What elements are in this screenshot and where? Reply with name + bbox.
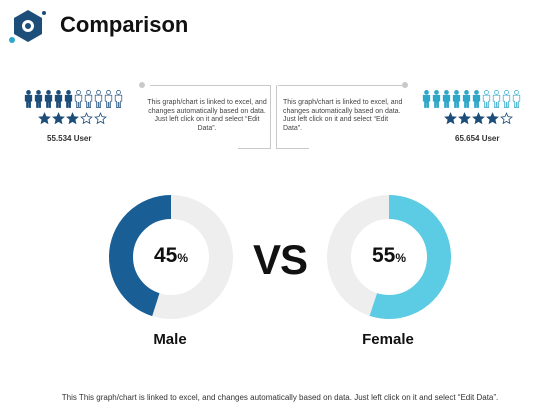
- person-icon: [94, 90, 103, 108]
- divider-line-right: [278, 85, 408, 86]
- female-note-text: This graph/chart is linked to excel, and…: [283, 99, 403, 132]
- person-icon: [452, 90, 461, 108]
- divider-line-left: [150, 85, 270, 86]
- male-donut-arc: [109, 195, 233, 319]
- person-icon: [492, 90, 501, 108]
- star-filled-icon: [52, 112, 65, 125]
- female-percent-sign: %: [395, 251, 407, 265]
- male-percent-sign: %: [177, 251, 189, 265]
- male-percent: 45%: [136, 244, 206, 268]
- star-empty-icon: [500, 112, 513, 125]
- male-rating-stars: [38, 112, 107, 125]
- male-user-count: 55.534 User: [47, 134, 92, 143]
- person-icon: [422, 90, 431, 108]
- connector-dot-left: [139, 82, 145, 88]
- person-icon: [84, 90, 93, 108]
- male-percent-number: 45: [153, 244, 178, 267]
- star-filled-icon: [66, 112, 79, 125]
- vs-label: VS: [253, 236, 308, 283]
- female-rating-stars: [444, 112, 513, 125]
- person-icon: [54, 90, 63, 108]
- person-icon: [44, 90, 53, 108]
- male-donut: [109, 195, 233, 319]
- star-filled-icon: [458, 112, 471, 125]
- person-icon: [472, 90, 481, 108]
- female-people-row: [422, 90, 521, 108]
- hexagon-logo-icon: [6, 8, 50, 46]
- person-icon: [24, 90, 33, 108]
- female-user-count: 65.654 User: [455, 134, 500, 143]
- star-filled-icon: [486, 112, 499, 125]
- divider-bottom-left: [238, 148, 270, 149]
- connector-dot-right: [402, 82, 408, 88]
- footer-note: This This graph/chart is linked to excel…: [61, 393, 499, 402]
- person-icon: [462, 90, 471, 108]
- person-icon: [502, 90, 511, 108]
- male-label: Male: [153, 331, 187, 348]
- person-icon: [114, 90, 123, 108]
- star-empty-icon: [94, 112, 107, 125]
- person-icon: [74, 90, 83, 108]
- person-icon: [104, 90, 113, 108]
- divider-vertical-right: [276, 85, 277, 149]
- person-icon: [34, 90, 43, 108]
- page-title: Comparison: [60, 12, 189, 37]
- female-label: Female: [362, 331, 414, 348]
- person-icon: [482, 90, 491, 108]
- male-note-text: This graph/chart is linked to excel, and…: [147, 99, 267, 132]
- person-icon: [432, 90, 441, 108]
- female-donut-arc: [327, 195, 451, 319]
- female-percent-number: 55: [371, 244, 396, 267]
- person-icon: [442, 90, 451, 108]
- divider-vertical-left: [270, 85, 271, 149]
- male-people-row: [24, 90, 123, 108]
- star-filled-icon: [38, 112, 51, 125]
- divider-bottom-right: [277, 148, 309, 149]
- person-icon: [64, 90, 73, 108]
- star-filled-icon: [444, 112, 457, 125]
- star-filled-icon: [472, 112, 485, 125]
- person-icon: [512, 90, 521, 108]
- star-empty-icon: [80, 112, 93, 125]
- female-donut: [327, 195, 451, 319]
- female-percent: 55%: [354, 244, 424, 268]
